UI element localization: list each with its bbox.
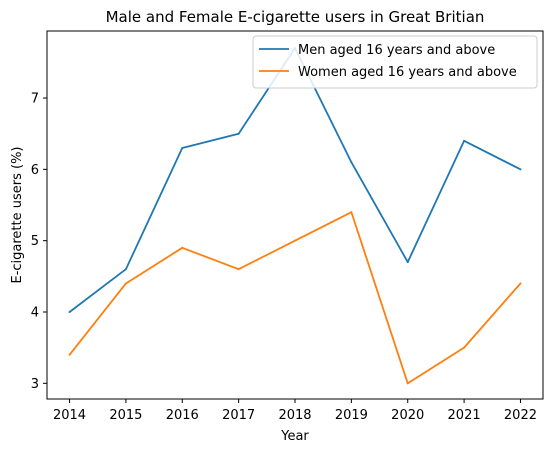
y-tick-label: 3	[31, 377, 39, 392]
y-axis-label: E-cigarette users (%)	[10, 146, 25, 283]
chart-title: Male and Female E-cigarette users in Gre…	[106, 8, 485, 26]
data-point	[68, 310, 71, 313]
x-tick-label: 2021	[448, 408, 481, 423]
x-axis-label: Year	[280, 429, 309, 444]
series-group	[68, 47, 522, 385]
y-tick-label: 4	[31, 305, 39, 320]
data-point	[181, 146, 184, 149]
x-tick-label: 2016	[166, 408, 199, 423]
x-tick-label: 2020	[391, 408, 424, 423]
legend-label-women: Women aged 16 years and above	[298, 65, 517, 80]
data-point	[350, 211, 353, 214]
data-point	[237, 268, 240, 271]
data-point	[350, 161, 353, 164]
x-axis: 2014 2015 2016 2017 2018 2019 2020 2021 2022	[53, 399, 537, 423]
data-point	[519, 168, 522, 171]
data-point	[463, 139, 466, 142]
legend-label-men: Men aged 16 years and above	[298, 43, 495, 58]
x-tick-label: 2014	[53, 408, 86, 423]
legend: Men aged 16 years and above Women aged 1…	[252, 35, 538, 89]
series-line-women	[68, 211, 522, 385]
x-tick-label: 2015	[109, 408, 142, 423]
data-point	[519, 282, 522, 285]
data-point	[124, 268, 127, 271]
data-point	[406, 382, 409, 385]
x-tick-label: 2017	[222, 408, 255, 423]
data-point	[463, 346, 466, 349]
data-point	[237, 132, 240, 135]
data-point	[68, 353, 71, 356]
legend-box	[252, 35, 538, 89]
data-point	[294, 239, 296, 242]
x-tick-label: 2018	[278, 408, 311, 423]
y-tick-label: 6	[31, 163, 39, 178]
y-tick-label: 5	[31, 234, 39, 249]
data-point	[124, 282, 127, 285]
y-tick-label: 7	[31, 92, 39, 107]
x-tick-label: 2019	[335, 408, 368, 423]
data-point	[181, 246, 184, 249]
data-point	[406, 261, 409, 264]
y-axis: 3 4 5 6 7	[31, 92, 47, 392]
x-tick-label: 2022	[504, 408, 537, 423]
